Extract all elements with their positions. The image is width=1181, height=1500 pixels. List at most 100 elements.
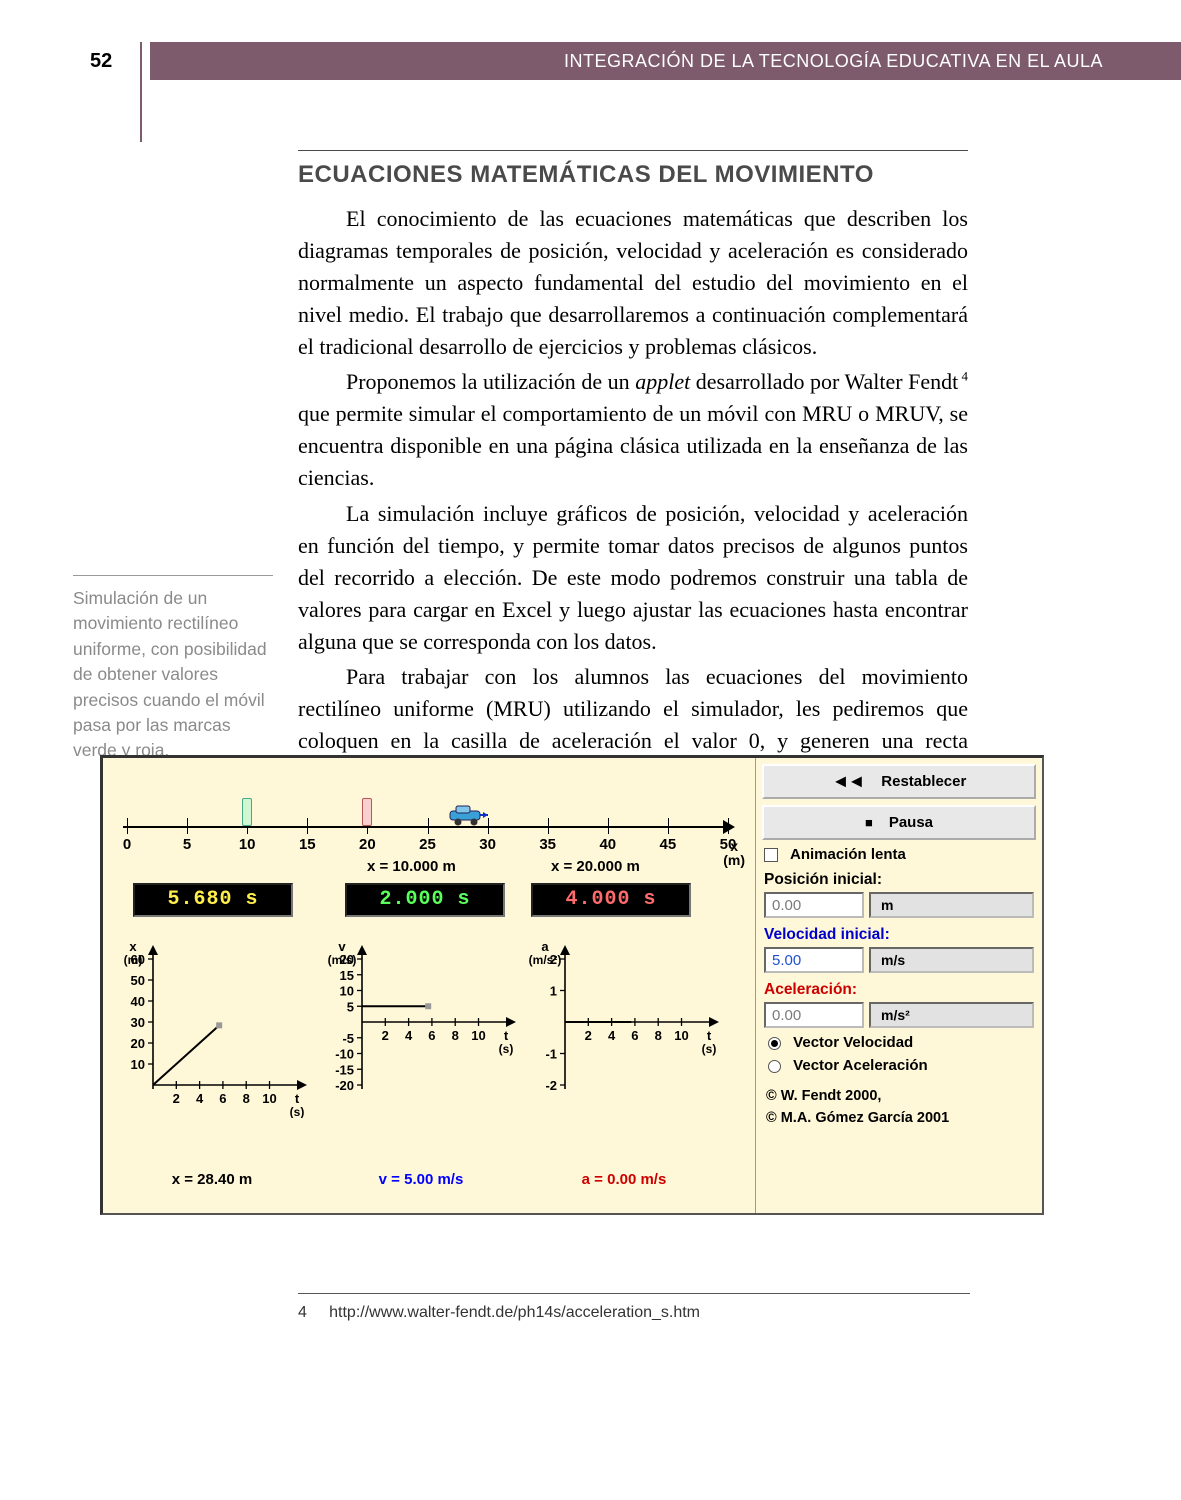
- svg-text:t: t: [504, 1028, 509, 1043]
- radio-vector-velocity[interactable]: Vector Velocidad: [768, 1034, 1034, 1051]
- control-panel: ◄◄ Restablecer ■ Pausa Animación lenta P…: [755, 758, 1042, 1213]
- vel-unit: m/s: [869, 947, 1034, 973]
- section-title: ECUACIONES MATEMÁTICAS DEL MOVIMIENTO: [298, 150, 968, 189]
- ruler-tick-label: 0: [123, 836, 131, 853]
- radio-icon: [768, 1037, 781, 1050]
- velocity-value: v = 5.00 m/s: [322, 1171, 520, 1213]
- pos-input[interactable]: [764, 892, 864, 918]
- radio-acceleration-label: Vector Aceleración: [793, 1057, 928, 1074]
- reset-button-label: Restablecer: [881, 773, 966, 790]
- pause-button-label: Pausa: [889, 814, 933, 831]
- svg-text:4: 4: [196, 1091, 204, 1106]
- acceleration-value: a = 0.00 m/s: [525, 1171, 723, 1213]
- svg-text:10: 10: [471, 1028, 485, 1043]
- rewind-icon: ◄◄: [832, 771, 864, 792]
- red-marker[interactable]: [362, 798, 372, 826]
- ruler-tick-label: 20: [359, 836, 376, 853]
- svg-text:6: 6: [631, 1028, 638, 1043]
- svg-text:a: a: [541, 939, 549, 954]
- margin-caption: Simulación de un movimiento rectilíneo u…: [73, 575, 273, 764]
- red-x-readout: x = 20.000 m: [551, 858, 640, 875]
- svg-text:(m/s): (m/s): [328, 953, 357, 967]
- svg-text:10: 10: [262, 1091, 276, 1106]
- ruler-tick-label: 10: [239, 836, 256, 853]
- ruler-tick: [608, 818, 609, 834]
- reset-button[interactable]: ◄◄ Restablecer: [762, 764, 1036, 799]
- svg-text:-15: -15: [335, 1062, 354, 1077]
- running-head: INTEGRACIÓN DE LA TECNOLOGÍA EDUCATIVA E…: [150, 42, 1181, 80]
- svg-text:-2: -2: [545, 1078, 557, 1093]
- ruler-tick-label: 50: [720, 836, 737, 853]
- svg-text:15: 15: [340, 968, 354, 983]
- svg-text:-10: -10: [335, 1047, 354, 1062]
- car-icon: [448, 804, 488, 826]
- svg-text:(s): (s): [499, 1042, 514, 1056]
- vel-input[interactable]: [764, 947, 864, 973]
- svg-text:t: t: [707, 1028, 712, 1043]
- ruler-tick: [307, 818, 308, 834]
- ruler-axis-label-unit: (m): [723, 852, 745, 868]
- svg-text:4: 4: [608, 1028, 616, 1043]
- ruler-tick-label: 40: [599, 836, 616, 853]
- ruler-tick: [127, 818, 128, 834]
- ruler-tick: [668, 818, 669, 834]
- svg-text:2: 2: [173, 1091, 180, 1106]
- radio-velocity-label: Vector Velocidad: [793, 1034, 913, 1051]
- ruler-axis: [123, 826, 729, 828]
- radio-vector-acceleration[interactable]: Vector Aceleración: [768, 1057, 1034, 1074]
- footnote: 4 http://www.walter-fendt.de/ph14s/accel…: [298, 1293, 970, 1322]
- svg-text:40: 40: [131, 994, 145, 1009]
- pos-label: Posición inicial:: [764, 871, 1036, 889]
- ruler-tick-label: 5: [183, 836, 191, 853]
- ruler-tick: [187, 818, 188, 834]
- svg-text:(m/s²): (m/s²): [529, 953, 562, 967]
- checkbox-icon: [764, 848, 778, 862]
- pause-button[interactable]: ■ Pausa: [762, 805, 1036, 840]
- svg-text:v: v: [338, 939, 346, 954]
- credit-line-2: © M.A. Gómez García 2001: [766, 1108, 1034, 1130]
- simulation-applet: x (m) 05101520253035404550 x = 10.000 m …: [100, 755, 1044, 1215]
- paragraph: El conocimiento de las ecuaciones matemá…: [298, 203, 968, 362]
- svg-text:30: 30: [131, 1015, 145, 1030]
- page-header: 52 INTEGRACIÓN DE LA TECNOLOGÍA EDUCATIV…: [0, 42, 1181, 80]
- pause-icon: ■: [865, 815, 871, 830]
- svg-text:-20: -20: [335, 1078, 354, 1093]
- svg-text:8: 8: [243, 1091, 250, 1106]
- svg-text:6: 6: [428, 1028, 435, 1043]
- acceleration-chart: -2-112246810a(m/s²)t(s): [525, 934, 723, 1118]
- svg-text:(s): (s): [290, 1105, 305, 1118]
- body-text: El conocimiento de las ecuaciones matemá…: [298, 203, 968, 821]
- ruler-tick-label: 45: [660, 836, 677, 853]
- green-marker[interactable]: [242, 798, 252, 826]
- svg-text:x: x: [129, 939, 137, 954]
- ruler-tick-label: 35: [539, 836, 556, 853]
- credits: © W. Fendt 2000, © M.A. Gómez García 200…: [766, 1086, 1034, 1130]
- ruler-tick: [428, 818, 429, 834]
- pos-unit: m: [869, 892, 1034, 918]
- svg-text:(m): (m): [124, 953, 143, 967]
- svg-text:10: 10: [674, 1028, 688, 1043]
- ruler: x (m) 05101520253035404550: [117, 798, 747, 858]
- acc-label: Aceleración:: [764, 981, 1036, 999]
- sim-canvas: x (m) 05101520253035404550 x = 10.000 m …: [103, 758, 755, 1213]
- vel-label: Velocidad inicial:: [764, 926, 1036, 944]
- slow-anim-checkbox[interactable]: Animación lenta: [764, 846, 1036, 863]
- green-timer: 2.000 s: [345, 883, 505, 917]
- svg-text:-5: -5: [342, 1031, 354, 1046]
- acc-input[interactable]: [764, 1002, 864, 1028]
- svg-text:2: 2: [382, 1028, 389, 1043]
- ruler-tick-label: 30: [479, 836, 496, 853]
- footnote-text: http://www.walter-fendt.de/ph14s/acceler…: [329, 1304, 700, 1321]
- svg-text:1: 1: [550, 984, 557, 999]
- velocity-chart: -20-15-10-55101520246810v(m/s)t(s): [322, 934, 520, 1118]
- slow-anim-label: Animación lenta: [790, 846, 906, 863]
- main-timer: 5.680 s: [133, 883, 293, 917]
- credit-line-1: © W. Fendt 2000,: [766, 1086, 1034, 1108]
- footnote-marker: 4: [298, 1304, 307, 1321]
- svg-text:-1: -1: [545, 1047, 557, 1062]
- radio-icon: [768, 1060, 781, 1073]
- acc-unit: m/s²: [869, 1002, 1034, 1028]
- svg-text:5: 5: [347, 999, 354, 1014]
- green-x-readout: x = 10.000 m: [367, 858, 456, 875]
- svg-text:10: 10: [340, 984, 354, 999]
